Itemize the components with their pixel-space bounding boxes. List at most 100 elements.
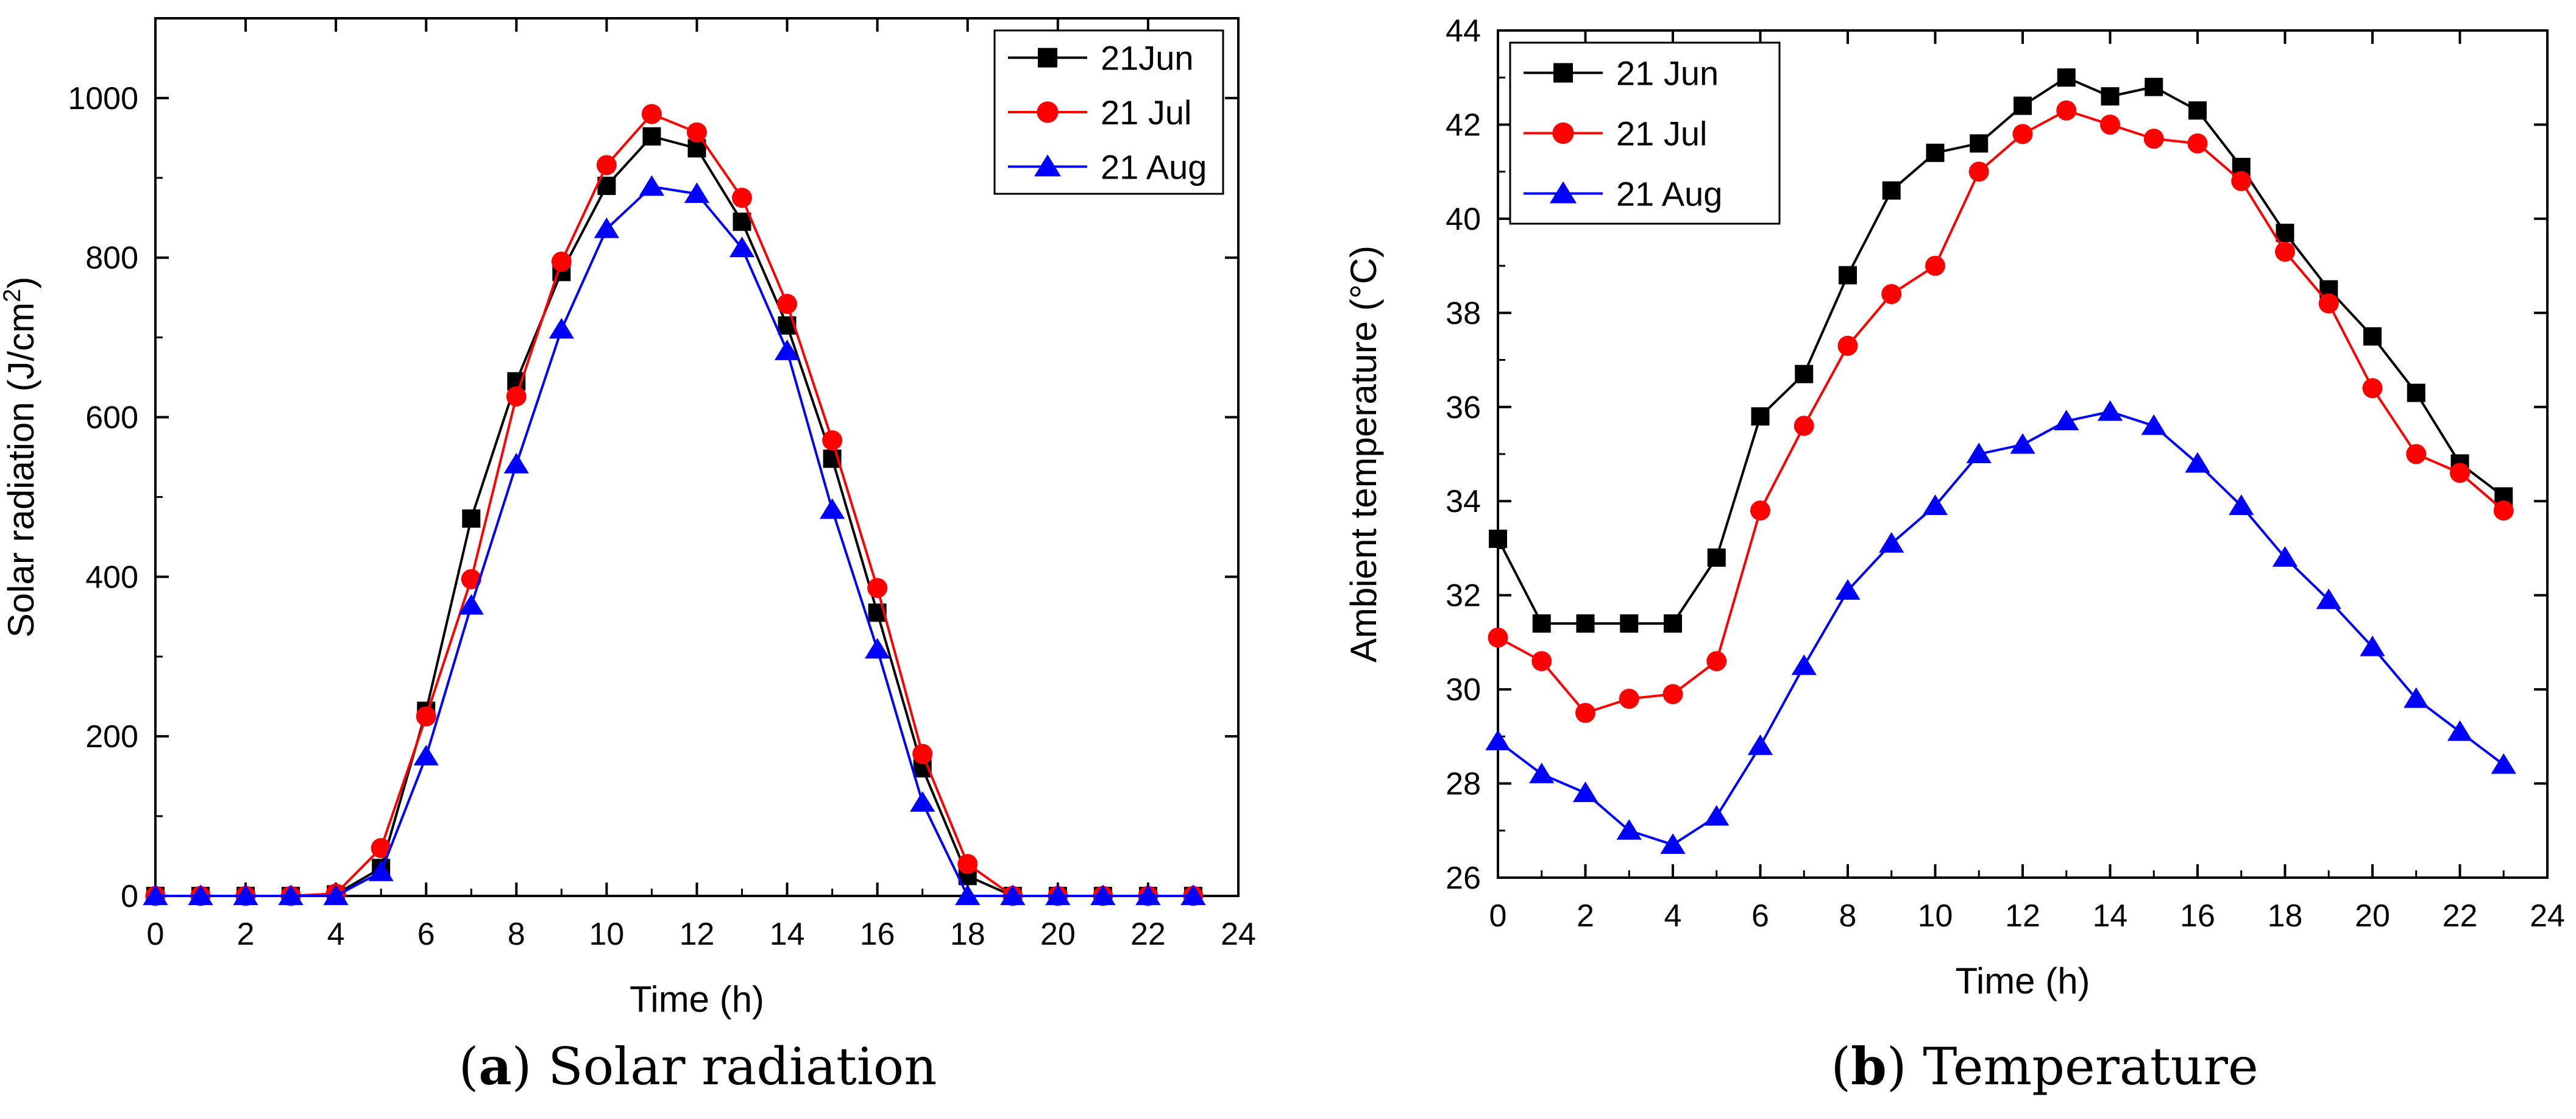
data-point bbox=[2057, 68, 2076, 87]
y-tick-label: 26 bbox=[1446, 861, 1481, 896]
data-point bbox=[2362, 378, 2383, 399]
data-point bbox=[1619, 689, 1639, 709]
data-point bbox=[2360, 635, 2385, 656]
data-point bbox=[1922, 494, 1948, 515]
data-point bbox=[1489, 530, 1507, 548]
data-point bbox=[2363, 327, 2382, 346]
series-21-jul bbox=[145, 104, 1204, 906]
data-point bbox=[2316, 588, 2341, 609]
data-point bbox=[1531, 651, 1552, 672]
legend-label: 21 Jun bbox=[1616, 54, 1719, 93]
data-point bbox=[594, 217, 620, 238]
data-point bbox=[1839, 266, 1857, 285]
data-point bbox=[2101, 87, 2120, 106]
data-point bbox=[1532, 614, 1551, 633]
data-point bbox=[1926, 143, 1945, 162]
data-point bbox=[684, 182, 710, 203]
data-point bbox=[2141, 414, 2166, 435]
x-axis-label: Time (h) bbox=[1955, 961, 2090, 1001]
x-tick-label: 18 bbox=[950, 917, 985, 952]
x-tick-label: 6 bbox=[1751, 898, 1769, 934]
data-point bbox=[2404, 687, 2429, 708]
x-tick-label: 2 bbox=[1577, 898, 1594, 934]
data-point bbox=[2231, 171, 2252, 191]
data-point bbox=[867, 578, 888, 599]
data-point bbox=[458, 594, 484, 615]
x-tick-label: 4 bbox=[327, 917, 345, 952]
y-tick-label: 200 bbox=[85, 719, 138, 755]
data-point bbox=[1662, 684, 1683, 705]
data-point bbox=[2447, 720, 2473, 741]
data-point bbox=[2450, 463, 2470, 483]
x-tick-label: 18 bbox=[2268, 898, 2303, 934]
y-tick-label: 44 bbox=[1446, 13, 1481, 49]
data-point bbox=[1751, 407, 1770, 426]
data-point bbox=[1135, 884, 1161, 905]
data-point bbox=[820, 498, 845, 519]
legend-marker bbox=[1553, 63, 1573, 83]
data-point bbox=[1925, 255, 1945, 276]
data-point bbox=[957, 854, 978, 875]
data-point bbox=[143, 884, 168, 905]
data-point bbox=[1180, 884, 1206, 905]
series-21-jul bbox=[1488, 100, 2514, 723]
x-tick-label: 0 bbox=[147, 917, 165, 952]
legend-label: 21Jun bbox=[1101, 39, 1194, 77]
y-tick-label: 28 bbox=[1446, 767, 1481, 802]
data-point bbox=[413, 745, 439, 766]
caption-a-label: a bbox=[478, 1036, 512, 1096]
data-point bbox=[278, 884, 303, 905]
caption-b-label: b bbox=[1851, 1036, 1887, 1096]
legend: 21Jun 21 Jul 21 Aug bbox=[993, 29, 1224, 195]
data-point bbox=[2054, 410, 2079, 430]
data-point bbox=[1882, 181, 1901, 200]
x-tick-label: 2 bbox=[237, 917, 255, 952]
series-line bbox=[155, 135, 1193, 897]
data-point bbox=[323, 884, 349, 905]
data-point bbox=[551, 251, 572, 272]
data-point bbox=[822, 430, 843, 451]
series-21jun bbox=[146, 127, 1202, 905]
data-point bbox=[774, 339, 800, 360]
data-point bbox=[2406, 444, 2427, 464]
legend-marker bbox=[1552, 122, 1574, 144]
data-point bbox=[1000, 884, 1026, 905]
series-line bbox=[1497, 410, 2505, 847]
y-tick-label: 38 bbox=[1446, 296, 1481, 331]
x-tick-label: 20 bbox=[1040, 917, 1076, 952]
data-point bbox=[1791, 654, 1817, 675]
data-point bbox=[2010, 433, 2035, 454]
x-tick-label: 4 bbox=[1664, 898, 1682, 934]
x-tick-label: 12 bbox=[2005, 898, 2040, 934]
data-point bbox=[732, 188, 753, 208]
data-point bbox=[2187, 133, 2208, 154]
data-point bbox=[2407, 383, 2425, 402]
data-point bbox=[1750, 500, 1770, 521]
data-point bbox=[733, 212, 751, 231]
y-tick-label: 36 bbox=[1446, 390, 1481, 425]
y-tick-label: 32 bbox=[1446, 578, 1481, 614]
data-point bbox=[1529, 762, 1555, 784]
x-tick-label: 14 bbox=[2093, 898, 2128, 934]
data-point bbox=[1488, 627, 1508, 648]
data-point bbox=[2276, 224, 2294, 243]
x-tick-label: 14 bbox=[770, 917, 805, 952]
x-tick-label: 24 bbox=[2530, 898, 2565, 934]
data-point bbox=[416, 706, 436, 726]
data-point bbox=[2493, 500, 2514, 521]
caption-b: (b) Temperature bbox=[1831, 1036, 2258, 1096]
data-point bbox=[1660, 833, 1686, 854]
data-point bbox=[1747, 734, 1773, 755]
series-21-aug bbox=[143, 175, 1206, 905]
y-tick-label: 40 bbox=[1446, 202, 1481, 237]
data-point bbox=[2318, 293, 2339, 314]
legend-marker bbox=[1034, 154, 1061, 177]
y-tick-label: 34 bbox=[1446, 484, 1481, 519]
y-tick-label: 800 bbox=[85, 241, 138, 276]
data-point bbox=[1837, 335, 1858, 356]
legend: 21 Jun 21 Jul 21 Aug bbox=[1509, 41, 1781, 225]
data-point bbox=[1835, 579, 1861, 600]
x-tick-label: 8 bbox=[1839, 898, 1857, 934]
